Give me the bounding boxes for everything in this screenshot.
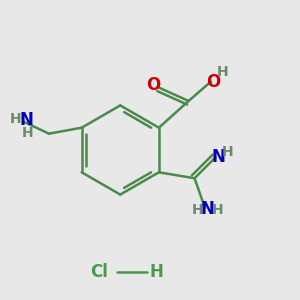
Text: H: H	[149, 263, 163, 281]
Text: N: N	[212, 148, 225, 166]
Text: H: H	[216, 65, 228, 79]
Text: H: H	[192, 203, 203, 217]
Text: H: H	[10, 112, 21, 126]
Text: N: N	[201, 200, 215, 218]
Text: O: O	[206, 73, 220, 91]
Text: H: H	[212, 203, 223, 217]
Text: N: N	[20, 111, 34, 129]
Text: Cl: Cl	[91, 263, 108, 281]
Text: H: H	[221, 145, 233, 159]
Text: O: O	[146, 76, 161, 94]
Text: H: H	[22, 126, 33, 140]
